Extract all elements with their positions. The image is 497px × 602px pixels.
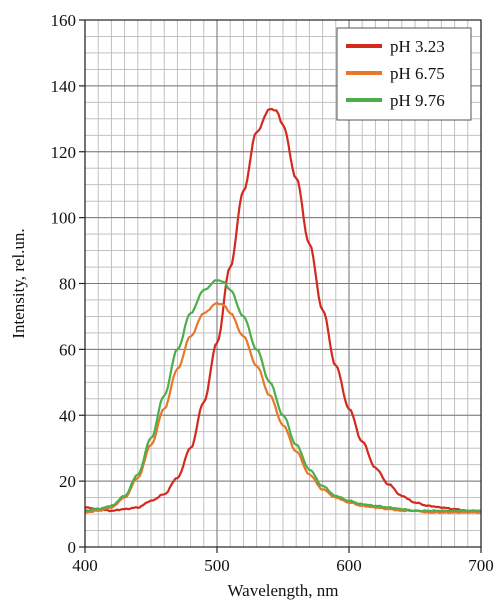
y-tick-label: 160 [51, 11, 77, 30]
x-tick-label: 500 [204, 556, 230, 575]
series-layer [84, 107, 482, 515]
y-tick-label: 0 [68, 538, 77, 557]
series-line-1 [84, 107, 482, 513]
legend-label: pH 3.23 [390, 37, 445, 56]
x-tick-label: 700 [468, 556, 494, 575]
x-axis-label: Wavelength, nm [228, 581, 339, 600]
axis-ticks [79, 19, 482, 553]
legend-label: pH 6.75 [390, 64, 445, 83]
x-tick-label: 600 [336, 556, 362, 575]
legend-label: pH 9.76 [390, 91, 445, 110]
y-tick-label: 120 [51, 143, 77, 162]
x-tick-labels: 400 500 600 700 [72, 556, 494, 575]
legend: pH 3.23 pH 6.75 pH 9.76 [336, 27, 472, 121]
y-tick-label: 40 [59, 406, 76, 425]
y-axis-label: Intensity, rel.un. [9, 228, 28, 338]
y-tick-label: 20 [59, 472, 76, 491]
y-tick-label: 140 [51, 77, 77, 96]
y-tick-label: 100 [51, 209, 77, 228]
y-tick-label: 60 [59, 340, 76, 359]
y-tick-labels: 0 20 40 60 80 100 120 140 160 [51, 11, 77, 557]
x-tick-label: 400 [72, 556, 98, 575]
y-tick-label: 80 [59, 275, 76, 294]
series-line-3 [84, 279, 482, 513]
